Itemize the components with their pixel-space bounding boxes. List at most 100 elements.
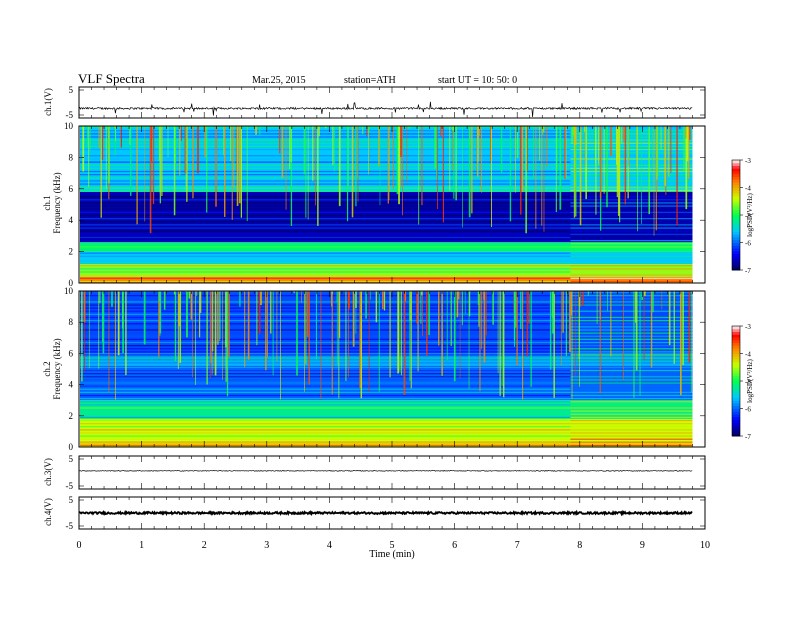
ch2-colorbar-cell (732, 370, 740, 374)
ch2-colorbar-cell (732, 372, 740, 376)
ch1spec-ytick-label: 6 (69, 184, 74, 194)
ch2-colorbar-cell (732, 433, 740, 437)
ch4-ytick-label: 5 (69, 495, 74, 505)
ch1-colorbar-cell (732, 245, 740, 249)
ch1-colorbar-cell (732, 193, 740, 197)
ch2-colorbar-cell (732, 394, 740, 398)
ch2-colorbar-cell (732, 416, 740, 420)
ch2spec-ytick-label: 8 (69, 317, 74, 327)
ch4-trace (78, 509, 693, 517)
ch1-colorbar-cell (732, 223, 740, 227)
ch2-colorbar-cell (732, 367, 740, 371)
ch3-trace (78, 470, 693, 472)
ch1-colorbar-cell (732, 168, 740, 172)
ch1-colorbar-cell (732, 201, 740, 205)
ch1-colorbar-cell (732, 184, 740, 188)
ch1spec-ytick-label: 10 (64, 121, 74, 131)
x-axis-label: Time (min) (369, 549, 414, 560)
ch1-colorbar-cell (732, 165, 740, 169)
ch1-colorbar-tick-label: -7 (745, 267, 751, 275)
ch2-colorbar-cell (732, 425, 740, 429)
ch2spec-band (80, 353, 693, 366)
ch1-waveform-panel: 5 -5 (66, 85, 706, 120)
ch1-colorbar-cell (732, 176, 740, 180)
ch1-ytick-label: 5 (69, 85, 74, 95)
x-tick-label: 10 (700, 540, 710, 551)
ch1-colorbar-cell (732, 204, 740, 208)
ch1spec-band (80, 276, 693, 283)
ch1-colorbar-cell (732, 239, 740, 243)
ch2-colorbar-cell (732, 427, 740, 431)
ch2-colorbar: -3 -4 -5 -6 -7 (731, 323, 751, 441)
ch1spec-ytick-label: 4 (69, 215, 74, 225)
ch1-spec-ylabel-line1: ch.1 (42, 195, 52, 210)
ch2-colorbar-cell (732, 359, 740, 363)
x-tick-label: 4 (327, 540, 332, 551)
start-time-label: start UT = 10: 50: 0 (438, 75, 517, 86)
x-tick-label: 9 (640, 540, 645, 551)
ch2-colorbar-cell (732, 411, 740, 415)
ch1-colorbar-cell (732, 264, 740, 268)
ch2-colorbar-tick-label: -7 (745, 433, 751, 441)
x-tick-label: 8 (577, 540, 582, 551)
ch1-colorbar-cell (732, 253, 740, 257)
ch1-ytick-label: -5 (66, 110, 74, 120)
ch2-spectrogram-panel: 0 2 4 6 8 10 (64, 286, 706, 452)
ch2-colorbar-cell (732, 361, 740, 365)
ch2-colorbar-cell (732, 326, 740, 330)
ch1-colorbar-cell (732, 215, 740, 219)
ch1-colorbar-cell (732, 220, 740, 224)
ch1-colorbar-cell (732, 231, 740, 235)
ch1spec-band (80, 264, 693, 277)
ch2-colorbar-cell (732, 353, 740, 357)
ch2-colorbar-cell (732, 328, 740, 332)
ch1-colorbar-cell (732, 237, 740, 241)
ch1-colorbar-cell (732, 228, 740, 232)
x-tick-label: 6 (452, 540, 457, 551)
ch2spec-ytick-label: 6 (69, 348, 74, 358)
ch1-colorbar-cell (732, 250, 740, 254)
ch1-colorbar-cell (732, 212, 740, 216)
ch1-colorbar-cell (732, 179, 740, 183)
ch2-colorbar-cell (732, 342, 740, 346)
ch1-spec-ylabel-line2: Frequency (kHz) (52, 172, 62, 233)
ch1-colorbar-cell (732, 267, 740, 271)
ch2-colorbar-tick-label: -4 (745, 351, 751, 359)
ch2spec-band (80, 400, 693, 419)
ch2-colorbar-cell (732, 400, 740, 404)
x-tick-label: 0 (77, 540, 82, 551)
ch2-colorbar-cell (732, 381, 740, 385)
ch2-colorbar-cell (732, 356, 740, 360)
ch1spec-ytick-label: 0 (69, 278, 74, 288)
ch2-colorbar-cell (732, 383, 740, 387)
ch1-colorbar-cell (732, 206, 740, 210)
ch2-spec-ylabel-line2: Frequency (kHz) (52, 338, 62, 399)
ch2-colorbar-tick-label: -3 (745, 323, 751, 331)
ch1-colorbar: -3 -4 -5 -6 -7 (731, 157, 751, 275)
ch2-colorbar-cell (732, 403, 740, 407)
ch2-colorbar-cell (732, 339, 740, 343)
x-tick-label: 5 (390, 540, 395, 551)
ch2-colorbar-cell (732, 348, 740, 352)
ch2-colorbar-cell (732, 345, 740, 349)
ch2spec-ytick-label: 4 (69, 380, 74, 390)
ch2-colorbar-cell (732, 337, 740, 341)
ch2-colorbar-cell (732, 364, 740, 368)
ch1-colorbar-cell (732, 182, 740, 186)
ch2-colorbar-cell (732, 408, 740, 412)
ch1-trace (78, 101, 693, 118)
ch1-colorbar-cell (732, 171, 740, 175)
ch1-colorbar-cell (732, 261, 740, 265)
ch4-ylabel: ch.4(V) (43, 498, 53, 526)
x-tick-label: 7 (515, 540, 520, 551)
station-label: station=ATH (344, 75, 396, 86)
figure-title: VLF Spectra (78, 71, 145, 86)
ch2spec-ytick-label: 0 (69, 442, 74, 452)
ch2-colorbar-cell (732, 414, 740, 418)
ch1-colorbar-cell (732, 248, 740, 252)
ch4-ytick-label: -5 (66, 521, 74, 531)
x-axis-ticks: 0 1 2 3 4 5 6 7 8 9 10 (77, 540, 711, 551)
ch3-ytick-label: 5 (69, 454, 74, 464)
